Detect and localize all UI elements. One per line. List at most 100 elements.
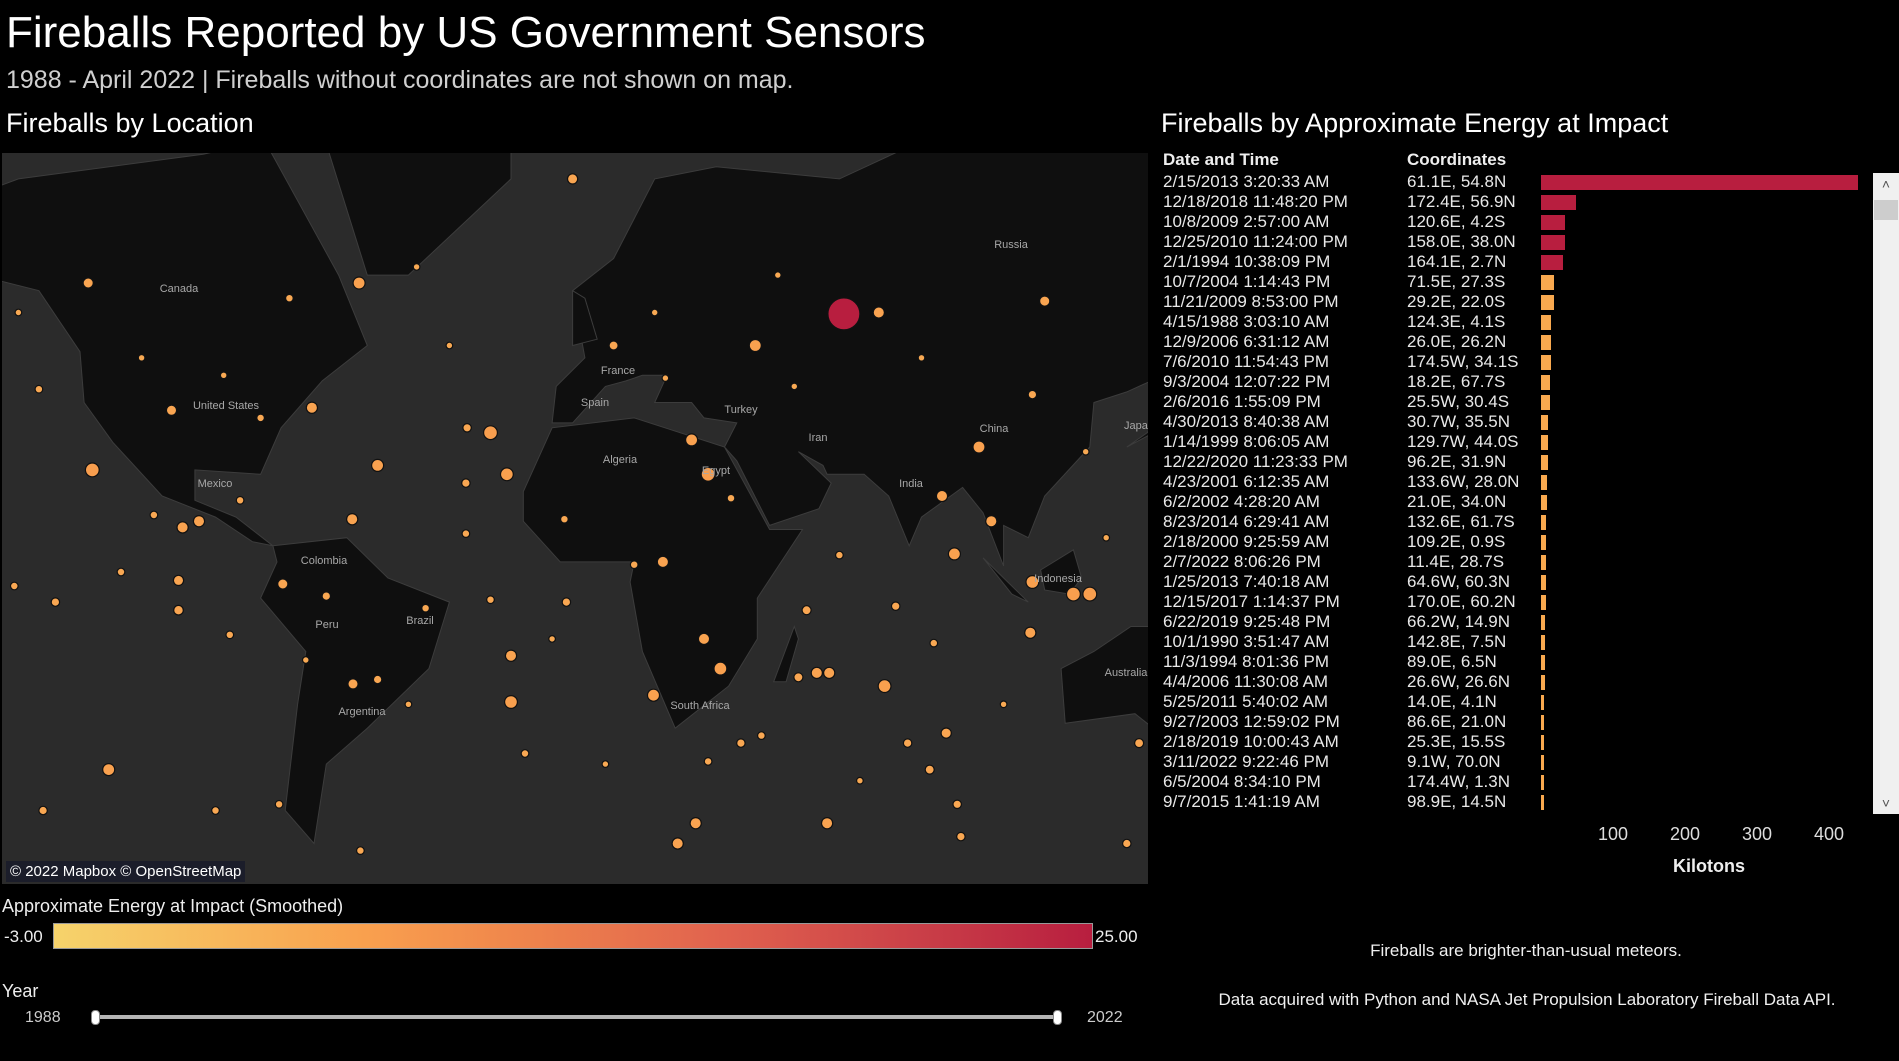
table-row[interactable]: 2/7/2022 8:06:26 PM 11.4E, 28.7S	[1160, 552, 1860, 572]
fireball-point[interactable]	[504, 694, 519, 709]
energy-bar[interactable]	[1541, 175, 1858, 190]
energy-bar[interactable]	[1541, 295, 1554, 310]
fireball-map[interactable]: Canada United States Mexico Colombia Peru Bra…	[2, 153, 1148, 884]
fireball-point[interactable]	[793, 672, 804, 683]
fireball-point[interactable]	[1024, 626, 1037, 639]
fireball-point[interactable]	[277, 578, 289, 590]
fireball-point[interactable]	[972, 440, 986, 454]
fireball-point[interactable]	[1025, 575, 1040, 590]
fireball-point[interactable]	[952, 799, 962, 810]
table-row[interactable]: 11/21/2009 8:53:00 PM 29.2E, 22.0S	[1160, 292, 1860, 312]
fireball-point[interactable]	[947, 547, 962, 561]
energy-bar[interactable]	[1541, 275, 1554, 290]
energy-bar[interactable]	[1541, 775, 1545, 790]
fireball-point[interactable]	[38, 805, 48, 816]
fireball-point[interactable]	[924, 764, 935, 775]
table-scrollbar[interactable]: ˄ ˅	[1873, 173, 1899, 814]
table-row[interactable]: 6/22/2019 9:25:48 PM 66.2W, 14.9N	[1160, 612, 1860, 632]
fireball-point[interactable]	[917, 353, 926, 362]
fireball-point[interactable]	[561, 597, 572, 607]
fireball-point[interactable]	[50, 597, 61, 607]
fireball-point[interactable]	[650, 308, 659, 317]
table-row[interactable]: 5/25/2011 5:40:02 AM 14.0E, 4.1N	[1160, 692, 1860, 712]
fireball-point[interactable]	[560, 514, 569, 524]
fireball-point[interactable]	[601, 760, 610, 768]
energy-bar[interactable]	[1541, 335, 1552, 350]
fireball-point[interactable]	[757, 731, 766, 740]
energy-bar[interactable]	[1541, 735, 1545, 750]
fireball-point[interactable]	[773, 271, 782, 279]
fireball-point[interactable]	[137, 353, 146, 362]
table-row[interactable]: 12/15/2017 1:14:37 PM 170.0E, 60.2N	[1160, 592, 1860, 612]
fireball-point[interactable]	[445, 341, 454, 350]
table-row[interactable]: 9/3/2004 12:07:22 PM 18.2E, 67.7S	[1160, 372, 1860, 392]
fireball-point[interactable]	[9, 581, 19, 591]
fireball-point[interactable]	[646, 688, 661, 702]
fireball-point[interactable]	[1102, 533, 1111, 542]
fireball-point[interactable]	[520, 749, 530, 758]
fireball-point[interactable]	[347, 678, 359, 690]
fireball-point[interactable]	[301, 656, 310, 664]
fireball-point[interactable]	[703, 757, 713, 766]
fireball-point[interactable]	[820, 817, 834, 830]
energy-bar[interactable]	[1541, 595, 1547, 610]
energy-bar[interactable]	[1541, 655, 1545, 670]
year-slider-min-handle[interactable]	[91, 1010, 100, 1025]
fireball-point[interactable]	[1081, 447, 1090, 456]
fireball-point[interactable]	[483, 425, 499, 441]
fireball-point[interactable]	[102, 762, 116, 777]
table-row[interactable]: 12/9/2006 6:31:12 AM 26.0E, 26.2N	[1160, 332, 1860, 352]
energy-bar[interactable]	[1541, 315, 1552, 330]
energy-bar[interactable]	[1541, 675, 1545, 690]
fireball-point[interactable]	[629, 560, 639, 570]
table-row[interactable]: 12/18/2018 11:48:20 PM 172.4E, 56.9N	[1160, 192, 1860, 212]
fireball-point[interactable]	[256, 413, 266, 423]
table-row[interactable]: 10/8/2009 2:57:00 AM 120.6E, 4.2S	[1160, 212, 1860, 232]
table-row[interactable]: 4/4/2006 11:30:08 AM 26.6W, 26.6N	[1160, 672, 1860, 692]
energy-bar[interactable]	[1541, 535, 1547, 550]
energy-bar[interactable]	[1541, 555, 1547, 570]
fireball-point[interactable]	[34, 384, 44, 394]
fireball-point[interactable]	[346, 513, 359, 526]
table-row[interactable]: 1/14/1999 8:06:05 AM 129.7W, 44.0S	[1160, 432, 1860, 452]
fireball-point[interactable]	[225, 630, 235, 640]
energy-bar[interactable]	[1541, 575, 1547, 590]
energy-bar[interactable]	[1541, 635, 1545, 650]
table-row[interactable]: 9/27/2003 12:59:02 PM 86.6E, 21.0N	[1160, 712, 1860, 732]
energy-bar[interactable]	[1541, 415, 1549, 430]
fireball-point[interactable]	[1065, 586, 1081, 602]
energy-bar[interactable]	[1541, 795, 1545, 810]
fireball-point[interactable]	[736, 738, 746, 748]
fireball-point[interactable]	[790, 382, 799, 391]
fireball-point[interactable]	[890, 601, 901, 611]
fireball-point[interactable]	[305, 401, 319, 414]
year-slider-max-handle[interactable]	[1053, 1010, 1062, 1025]
fireball-point[interactable]	[935, 489, 949, 503]
fireball-point[interactable]	[700, 466, 716, 482]
table-row[interactable]: 6/5/2004 8:34:10 PM 174.4W, 1.3N	[1160, 772, 1860, 792]
fireball-point[interactable]	[321, 591, 332, 601]
column-header-coordinates[interactable]: Coordinates	[1407, 150, 1507, 169]
fireball-point[interactable]	[285, 293, 294, 303]
fireball-point[interactable]	[713, 661, 728, 676]
fireball-point[interactable]	[999, 700, 1008, 709]
fireball-point[interactable]	[940, 727, 952, 739]
fireball-point[interactable]	[462, 422, 472, 433]
energy-bar[interactable]	[1541, 455, 1549, 470]
fireball-point[interactable]	[1027, 389, 1038, 400]
energy-bar[interactable]	[1541, 235, 1565, 250]
fireball-point[interactable]	[82, 277, 94, 289]
table-row[interactable]: 7/6/2010 11:54:43 PM 174.5W, 34.1S	[1160, 352, 1860, 372]
fireball-point[interactable]	[165, 404, 178, 416]
table-row[interactable]: 2/1/1994 10:38:09 PM 164.1E, 2.7N	[1160, 252, 1860, 272]
table-row[interactable]: 4/15/1988 3:03:10 AM 124.3E, 4.1S	[1160, 312, 1860, 332]
fireball-point[interactable]	[801, 605, 812, 616]
energy-bar[interactable]	[1541, 755, 1545, 770]
fireball-point[interactable]	[684, 433, 699, 447]
energy-bar[interactable]	[1541, 615, 1545, 630]
fireball-point[interactable]	[956, 831, 966, 842]
fireball-point[interactable]	[1133, 737, 1145, 749]
fireball-point[interactable]	[372, 674, 383, 685]
energy-bar[interactable]	[1541, 355, 1552, 370]
energy-bar[interactable]	[1541, 395, 1551, 410]
